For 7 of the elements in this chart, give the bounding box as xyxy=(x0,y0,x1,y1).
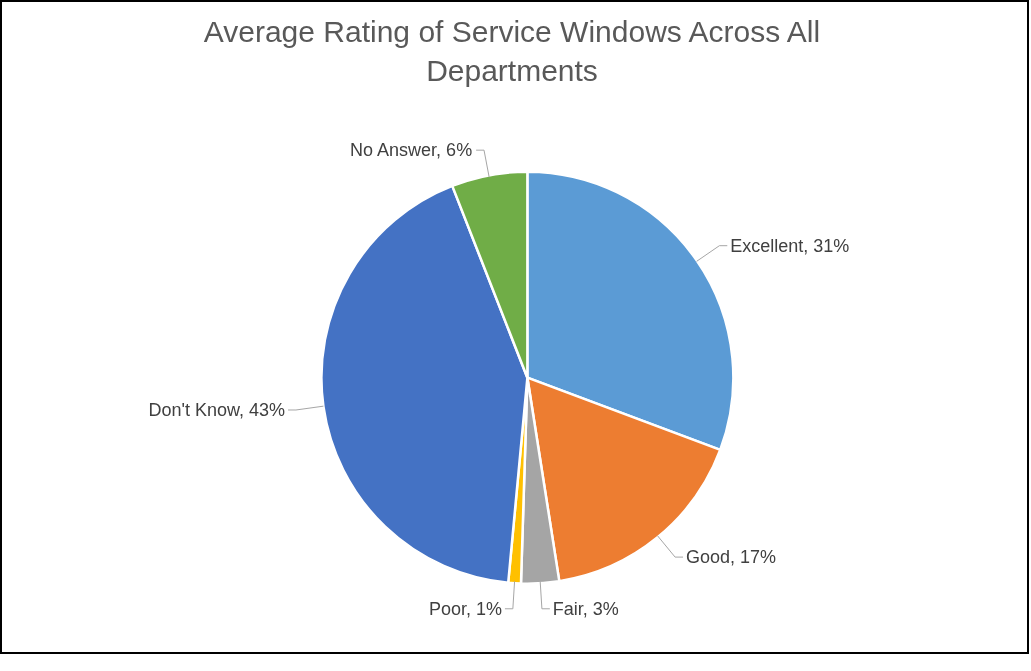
slice-label: No Answer, 6% xyxy=(350,140,473,161)
slice-label: Good, 17% xyxy=(686,547,777,568)
slice-label: Fair, 3% xyxy=(552,598,619,619)
slice-label: Poor, 1% xyxy=(428,598,502,619)
slice-label: Don't Know, 43% xyxy=(148,399,286,420)
chart-title: Average Rating of Service Windows Across All Departments xyxy=(202,14,822,89)
slice-label: Excellent, 31% xyxy=(730,235,850,256)
